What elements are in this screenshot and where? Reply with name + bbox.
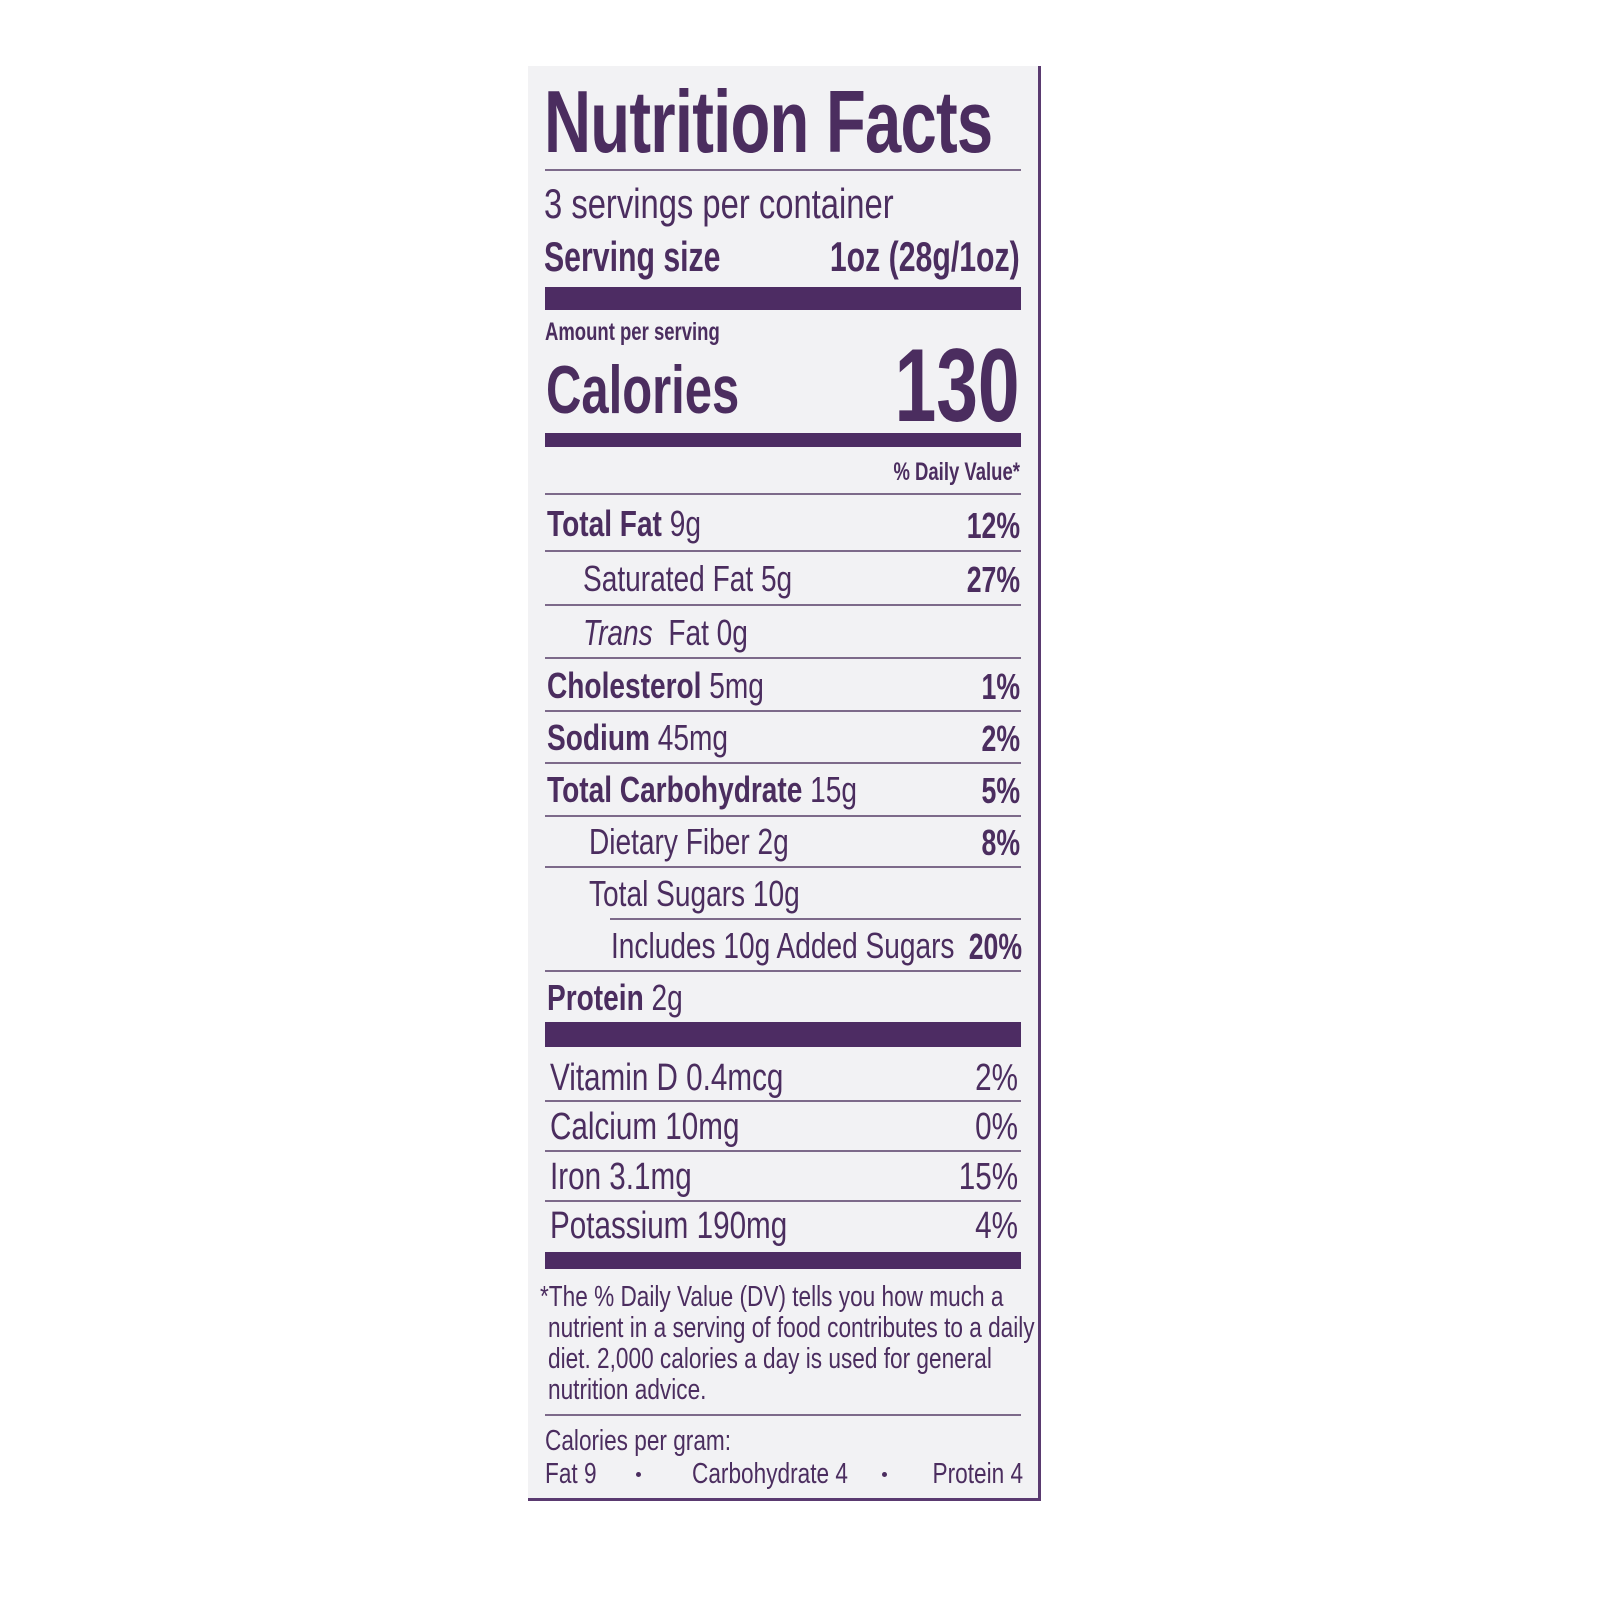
nutrient-name: Protein xyxy=(547,977,644,1018)
nutrient-total-fat: Total Fat 9g xyxy=(547,506,701,542)
footnote-line: *The % Daily Value (DV) tells you how mu… xyxy=(540,1281,1004,1313)
nutrient-saturated-fat: Saturated Fat 5g xyxy=(583,558,793,599)
dv-calcium: 0% xyxy=(975,1106,1018,1148)
divider xyxy=(545,970,1021,972)
nutrient-protein: Protein 2g xyxy=(547,980,683,1016)
dv-added-sugars: 20% xyxy=(968,926,1022,967)
dv-vitamin-d: 2% xyxy=(975,1057,1018,1099)
footnote-line: diet. 2,000 calories a day is used for g… xyxy=(548,1343,992,1375)
trans-italic: Trans xyxy=(583,612,653,653)
vitamin-d: Vitamin D 0.4mcg xyxy=(550,1057,784,1099)
thick-divider xyxy=(545,433,1021,447)
nutrient-sodium: Sodium 45mg xyxy=(547,720,728,756)
divider xyxy=(610,918,1021,920)
nutrient-amount: 9g xyxy=(669,503,701,544)
dv-saturated-fat: 27% xyxy=(966,559,1020,600)
nutrient-cholesterol: Cholesterol 5mg xyxy=(547,668,764,704)
nutrient-name: Fat 0g xyxy=(668,612,748,653)
serving-size-value: 1oz (28g/1oz) xyxy=(830,233,1020,280)
nutrient-added-sugars: Includes 10g Added Sugars xyxy=(611,925,955,966)
divider xyxy=(545,493,1021,495)
dv-sodium: 2% xyxy=(981,718,1020,759)
calories-per-gram-label: Calories per gram: xyxy=(545,1425,732,1457)
potassium: Potassium 190mg xyxy=(550,1205,788,1247)
nutrient-amount: 15g xyxy=(810,769,858,810)
calories-value: 130 xyxy=(895,328,1020,444)
dv-potassium: 4% xyxy=(975,1205,1018,1247)
divider xyxy=(545,1414,1021,1416)
dv-cholesterol: 1% xyxy=(981,666,1020,707)
divider xyxy=(545,169,1021,171)
divider xyxy=(545,1100,1021,1102)
divider xyxy=(545,604,1021,606)
nutrient-amount: 2g xyxy=(651,977,683,1018)
serving-size-label: Serving size xyxy=(544,233,721,280)
thick-divider xyxy=(545,1252,1021,1269)
nutrient-total-carbohydrate: Total Carbohydrate 15g xyxy=(547,772,857,808)
divider xyxy=(545,657,1021,659)
divider xyxy=(545,710,1021,712)
daily-value-header: % Daily Value* xyxy=(893,458,1020,486)
nutrient-total-sugars: Total Sugars 10g xyxy=(589,873,800,914)
calories-label: Calories xyxy=(546,352,740,428)
servings-per-container: 3 servings per container xyxy=(544,180,894,227)
thick-divider xyxy=(545,287,1021,310)
divider xyxy=(545,762,1021,764)
dv-iron: 15% xyxy=(958,1156,1018,1198)
label-title: Nutrition Facts xyxy=(544,72,993,171)
nutrient-trans-fat: Trans Fat 0g xyxy=(583,615,748,651)
divider xyxy=(545,1150,1021,1152)
divider xyxy=(545,550,1021,552)
nutrient-name: Sodium xyxy=(547,717,650,758)
divider xyxy=(545,815,1021,817)
nutrient-amount: 45mg xyxy=(657,717,729,758)
dv-total-carbohydrate: 5% xyxy=(981,770,1020,811)
amount-per-serving: Amount per serving xyxy=(545,318,720,346)
divider xyxy=(545,1200,1021,1202)
nutrient-name: Cholesterol xyxy=(547,665,702,706)
nutrient-name: Total Carbohydrate xyxy=(547,769,803,810)
divider xyxy=(545,866,1021,868)
dv-dietary-fiber: 8% xyxy=(981,822,1020,863)
iron: Iron 3.1mg xyxy=(550,1156,692,1198)
bullet xyxy=(882,1472,887,1477)
bullet xyxy=(636,1472,641,1477)
calories-per-gram-fat: Fat 9 xyxy=(545,1458,597,1490)
footnote-line: nutrient in a serving of food contribute… xyxy=(548,1312,1035,1344)
footnote-line: nutrition advice. xyxy=(548,1374,707,1406)
dv-total-fat: 12% xyxy=(966,505,1020,546)
nutrient-name: Total Fat xyxy=(547,503,662,544)
calories-per-gram-carbohydrate: Carbohydrate 4 xyxy=(692,1458,848,1490)
thick-divider xyxy=(545,1022,1021,1047)
calories-per-gram-protein: Protein 4 xyxy=(932,1458,1023,1490)
calcium: Calcium 10mg xyxy=(550,1106,740,1148)
nutrient-amount: 5mg xyxy=(709,665,764,706)
nutrient-dietary-fiber: Dietary Fiber 2g xyxy=(589,821,789,862)
